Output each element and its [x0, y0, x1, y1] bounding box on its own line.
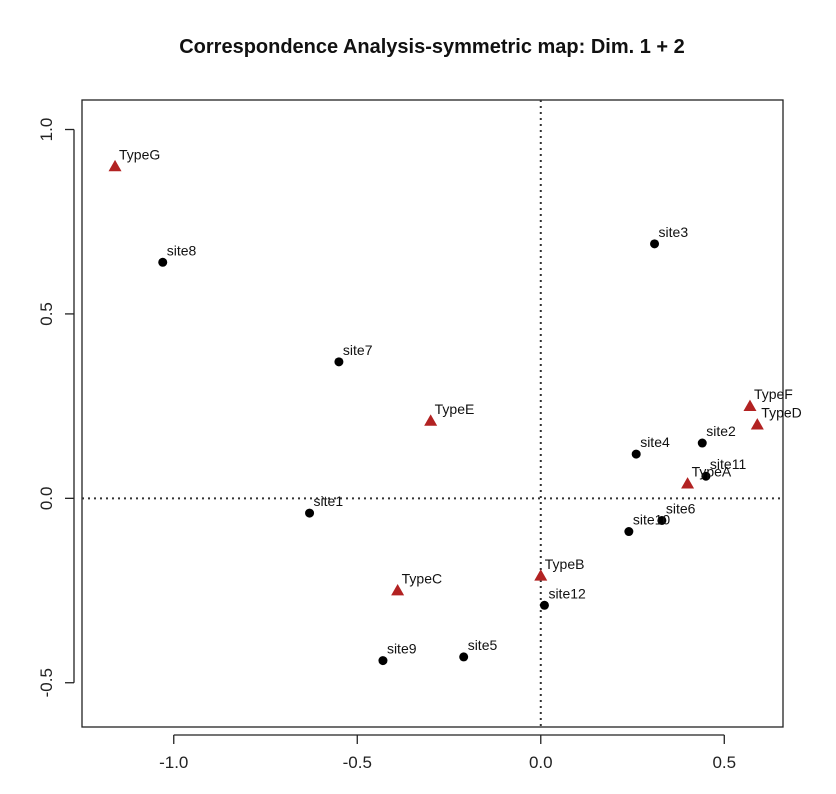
point-label-site10: site10 — [633, 512, 671, 528]
y-tick-label: 0.5 — [37, 302, 56, 326]
point-label-TypeC: TypeC — [402, 571, 442, 587]
point-label-TypeD: TypeD — [761, 405, 801, 421]
point-site2 — [697, 438, 707, 448]
point-label-TypeF: TypeF — [754, 386, 793, 402]
point-site3 — [650, 239, 660, 249]
point-site1 — [305, 508, 315, 518]
point-label-TypeE: TypeE — [435, 401, 475, 417]
point-label-site5: site5 — [468, 637, 498, 653]
point-TypeF — [743, 399, 757, 411]
point-label-site11: site11 — [710, 456, 747, 472]
point-label-site3: site3 — [659, 224, 689, 240]
point-site4 — [631, 449, 641, 459]
x-tick-label: -0.5 — [343, 753, 372, 772]
point-TypeE — [424, 414, 438, 426]
point-label-site2: site2 — [706, 423, 736, 439]
point-label-site9: site9 — [387, 641, 417, 657]
point-TypeG — [108, 159, 122, 172]
chart-title: Correspondence Analysis-symmetric map: D… — [179, 36, 685, 58]
plot-frame — [81, 99, 784, 728]
point-site7 — [334, 357, 344, 367]
y-tick-label: 0.0 — [37, 487, 56, 511]
point-label-site8: site8 — [167, 242, 197, 258]
y-tick-label: 1.0 — [37, 118, 56, 142]
point-TypeC — [391, 584, 405, 596]
point-TypeA — [681, 477, 695, 489]
point-label-TypeG: TypeG — [119, 146, 160, 162]
x-tick-label: 0.5 — [712, 753, 736, 772]
plot-area: -1.0 -0.5 0.0 0.5 -0.5 0.0 0.5 1.0 site1 site2 sit… — [37, 99, 802, 772]
point-label-site7: site7 — [343, 342, 373, 358]
y-tick-label: -0.5 — [37, 668, 56, 697]
point-label-site4: site4 — [640, 434, 670, 450]
point-TypeB — [534, 569, 548, 581]
point-site5 — [459, 652, 469, 662]
point-label-TypeA: TypeA — [692, 464, 732, 480]
point-site6 — [657, 515, 667, 525]
point-label-site6: site6 — [666, 500, 696, 516]
point-TypeD — [750, 418, 764, 430]
point-label-site12: site12 — [548, 585, 586, 601]
point-site8 — [158, 257, 168, 267]
x-tick-label: -1.0 — [159, 753, 188, 772]
point-label-site1: site1 — [314, 493, 344, 509]
point-site9 — [378, 656, 388, 666]
x-tick-label: 0.0 — [529, 753, 553, 772]
point-site12 — [539, 600, 549, 610]
point-site11 — [701, 471, 711, 481]
point-label-TypeB: TypeB — [545, 556, 585, 572]
point-site10 — [624, 527, 634, 537]
